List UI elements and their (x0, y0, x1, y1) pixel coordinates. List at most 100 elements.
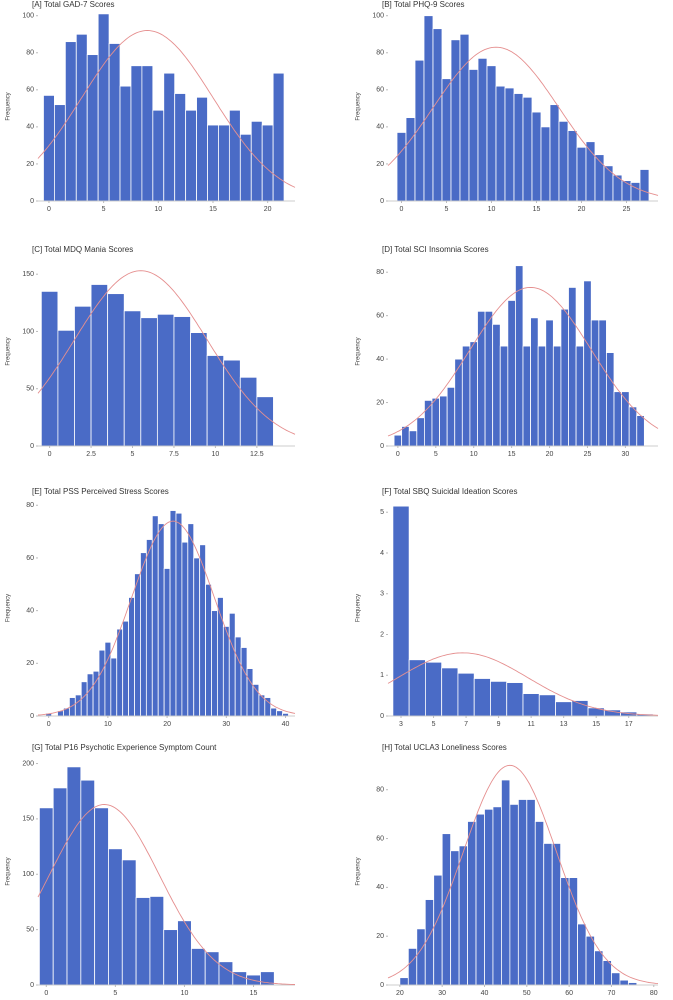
bar (468, 69, 479, 202)
bar (509, 803, 519, 986)
bar (157, 523, 165, 717)
bar (416, 928, 426, 986)
bar (621, 180, 632, 202)
y-tick-label: 50 (26, 926, 34, 933)
bar (228, 612, 236, 717)
x-tick-label: 20 (163, 721, 171, 728)
y-tick-label: 20 (26, 660, 34, 667)
x-tick-label: 5 (432, 721, 436, 728)
bar (534, 821, 545, 986)
chart-title: [C] Total MDQ Mania Scores (32, 245, 133, 254)
x-tick-label: 5 (131, 451, 135, 458)
bar (602, 960, 612, 986)
bar (94, 807, 109, 986)
bar (246, 668, 254, 717)
x-tick-label: 10 (181, 990, 189, 997)
bar (108, 848, 123, 986)
bar (504, 87, 515, 202)
bar (603, 165, 614, 202)
x-tick-label: 20 (264, 206, 272, 213)
x-tick-label: 20 (578, 206, 586, 213)
bar (473, 678, 491, 717)
x-tick-label: 40 (282, 721, 290, 728)
x-tick-label: 7 (464, 721, 468, 728)
bar (636, 415, 645, 447)
y-tick-label: 0 (380, 713, 384, 720)
y-tick-label: 0 (30, 982, 34, 989)
y-tick-label: 60 (376, 835, 384, 842)
bar (163, 72, 176, 202)
bar (441, 833, 452, 986)
bar (239, 133, 252, 202)
x-tick-label: 15 (209, 206, 217, 213)
bar (606, 352, 615, 447)
bar (187, 523, 195, 717)
y-tick-label: 100 (22, 871, 34, 878)
bar (457, 672, 475, 717)
bar (135, 897, 151, 986)
x-tick-label: 10 (488, 206, 496, 213)
bar (432, 28, 443, 202)
bar (425, 661, 443, 717)
normal-curve (37, 520, 296, 716)
bar (517, 799, 528, 986)
bar (568, 877, 578, 986)
bar (152, 109, 165, 202)
bar (522, 693, 540, 717)
bar (169, 510, 177, 717)
x-tick-label: 5 (445, 206, 449, 213)
panel: [D] Total SCI Insomnia Scores Frequency 0 5… (356, 245, 659, 458)
bar (270, 707, 278, 717)
x-tick-label: 70 (608, 990, 616, 997)
bar (151, 515, 159, 717)
bar (90, 284, 109, 447)
y-tick-label: 60 (376, 87, 384, 94)
bar (507, 300, 516, 447)
bar (594, 950, 604, 986)
bar (549, 104, 560, 202)
bar (107, 293, 125, 447)
bar (64, 41, 77, 202)
bar (163, 929, 178, 986)
y-tick-label: 80 (376, 269, 384, 276)
panel: [G] Total P16 Psychotic Experience Sympt… (6, 743, 295, 997)
x-tick-label: 11 (527, 721, 534, 728)
bar (193, 557, 201, 717)
bar (577, 923, 587, 986)
bar (558, 120, 569, 202)
bar (492, 323, 501, 447)
bar (396, 132, 407, 202)
x-tick-label: 10 (212, 451, 220, 458)
normal-curve (37, 804, 295, 985)
y-tick-label: 0 (380, 982, 384, 989)
bar (261, 124, 274, 202)
x-tick-label: 30 (621, 451, 629, 458)
x-tick-label: 0 (44, 990, 48, 997)
bar (119, 85, 132, 202)
y-tick-label: 0 (380, 443, 384, 450)
y-tick-label: 100 (22, 328, 34, 335)
bar (173, 316, 191, 447)
bar (506, 682, 524, 717)
x-tick-label: 0 (48, 451, 52, 458)
x-tick-label: 40 (481, 990, 489, 997)
bar (477, 57, 488, 202)
x-tick-label: 0 (400, 206, 404, 213)
y-tick-label: 40 (376, 884, 384, 891)
y-tick-label: 5 (380, 509, 384, 516)
y-axis-label: Frequency (356, 594, 362, 622)
bar (108, 43, 121, 202)
y-axis-label: Frequency (6, 594, 12, 622)
bar (571, 700, 589, 717)
y-tick-label: 200 (22, 760, 34, 767)
bar (130, 65, 143, 202)
bar (196, 96, 208, 202)
bar (86, 673, 94, 717)
y-tick-label: 80 (26, 502, 34, 509)
y-axis-label: Frequency (6, 857, 12, 885)
x-tick-label: 7.5 (169, 451, 179, 458)
bar (222, 626, 230, 717)
bar (459, 33, 470, 202)
bar (439, 395, 448, 447)
y-tick-label: 60 (26, 87, 34, 94)
